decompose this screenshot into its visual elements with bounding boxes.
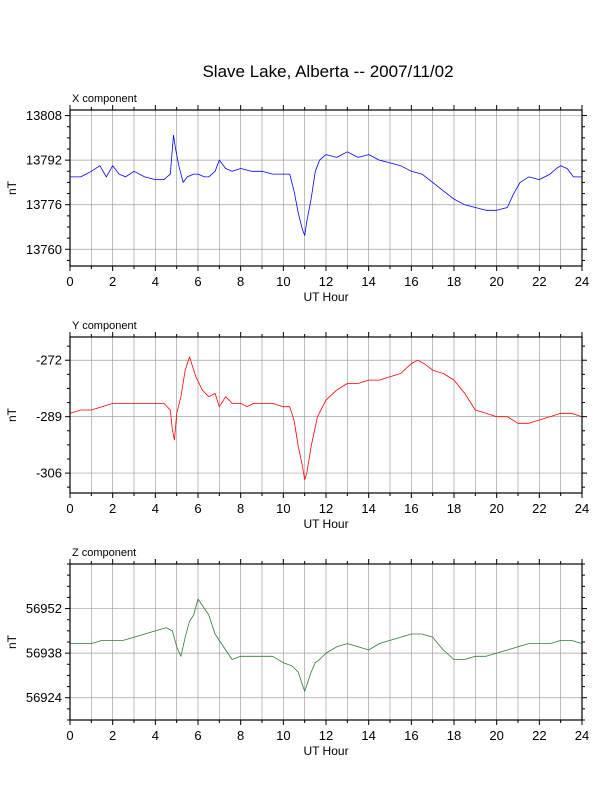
x-x-tick-label: 0 xyxy=(66,274,73,289)
x-y-tick-label: 13792 xyxy=(26,153,62,168)
x-component-label: X component xyxy=(72,93,137,105)
x-y-tick-label: 13808 xyxy=(26,108,62,123)
z-x-tick-label: 18 xyxy=(447,728,461,743)
x-series-line xyxy=(70,134,582,236)
z-x-tick-label: 0 xyxy=(66,728,73,743)
z-component-label: Z component xyxy=(72,547,136,559)
x-x-tick-label: 12 xyxy=(319,274,333,289)
z-x-tick-label: 4 xyxy=(152,728,159,743)
z-series-line xyxy=(70,598,583,692)
x-x-tick-label: 10 xyxy=(276,274,290,289)
y-x-tick-label: 8 xyxy=(237,501,244,516)
x-x-tick-label: 6 xyxy=(194,274,201,289)
x-y-tick-label: 13760 xyxy=(26,242,62,257)
z-x-tick-label: 20 xyxy=(489,728,503,743)
y-x-tick-label: 10 xyxy=(276,501,290,516)
x-y-tick-label: 13776 xyxy=(26,197,62,212)
x-x-tick-label: 4 xyxy=(152,274,159,289)
z-y-tick-label: 56938 xyxy=(26,646,62,661)
z-x-tick-label: 16 xyxy=(404,728,418,743)
y-x-tick-label: 20 xyxy=(489,501,503,516)
y-x-tick-label: 2 xyxy=(109,501,116,516)
y-component-label: Y component xyxy=(72,320,137,332)
z-y-axis-label: nT xyxy=(5,634,19,649)
y-x-axis-label: UT Hour xyxy=(303,517,348,531)
y-x-tick-label: 12 xyxy=(319,501,333,516)
y-x-tick-label: 16 xyxy=(404,501,418,516)
y-x-tick-label: 6 xyxy=(194,501,201,516)
x-x-tick-label: 18 xyxy=(447,274,461,289)
z-x-tick-label: 12 xyxy=(319,728,333,743)
y-x-tick-label: 18 xyxy=(447,501,461,516)
z-x-tick-label: 10 xyxy=(276,728,290,743)
y-y-tick-label: -272 xyxy=(36,353,62,368)
x-y-axis-label: nT xyxy=(5,180,19,195)
x-x-tick-label: 2 xyxy=(109,274,116,289)
z-y-tick-label: 56924 xyxy=(26,690,62,705)
y-y-tick-label: -289 xyxy=(36,409,62,424)
x-x-axis-label: UT Hour xyxy=(303,290,348,304)
y-y-tick-label: -306 xyxy=(36,466,62,481)
z-x-tick-label: 22 xyxy=(532,728,546,743)
y-y-axis-label: nT xyxy=(5,407,19,422)
x-x-tick-label: 22 xyxy=(532,274,546,289)
x-x-tick-label: 24 xyxy=(575,274,589,289)
y-x-tick-label: 22 xyxy=(532,501,546,516)
y-series-line xyxy=(69,356,583,481)
z-x-tick-label: 6 xyxy=(194,728,201,743)
z-x-axis-label: UT Hour xyxy=(303,744,348,758)
x-x-tick-label: 16 xyxy=(404,274,418,289)
y-x-tick-label: 14 xyxy=(361,501,375,516)
z-y-tick-label: 56952 xyxy=(26,601,62,616)
y-x-tick-label: 0 xyxy=(66,501,73,516)
x-x-tick-label: 8 xyxy=(237,274,244,289)
y-x-tick-label: 4 xyxy=(152,501,159,516)
figure-title: Slave Lake, Alberta -- 2007/11/02 xyxy=(202,62,453,81)
z-x-tick-label: 14 xyxy=(361,728,375,743)
x-x-tick-label: 14 xyxy=(361,274,375,289)
z-x-tick-label: 2 xyxy=(109,728,116,743)
z-x-tick-label: 8 xyxy=(237,728,244,743)
y-x-tick-label: 24 xyxy=(575,501,589,516)
z-x-tick-label: 24 xyxy=(575,728,589,743)
x-x-tick-label: 20 xyxy=(489,274,503,289)
